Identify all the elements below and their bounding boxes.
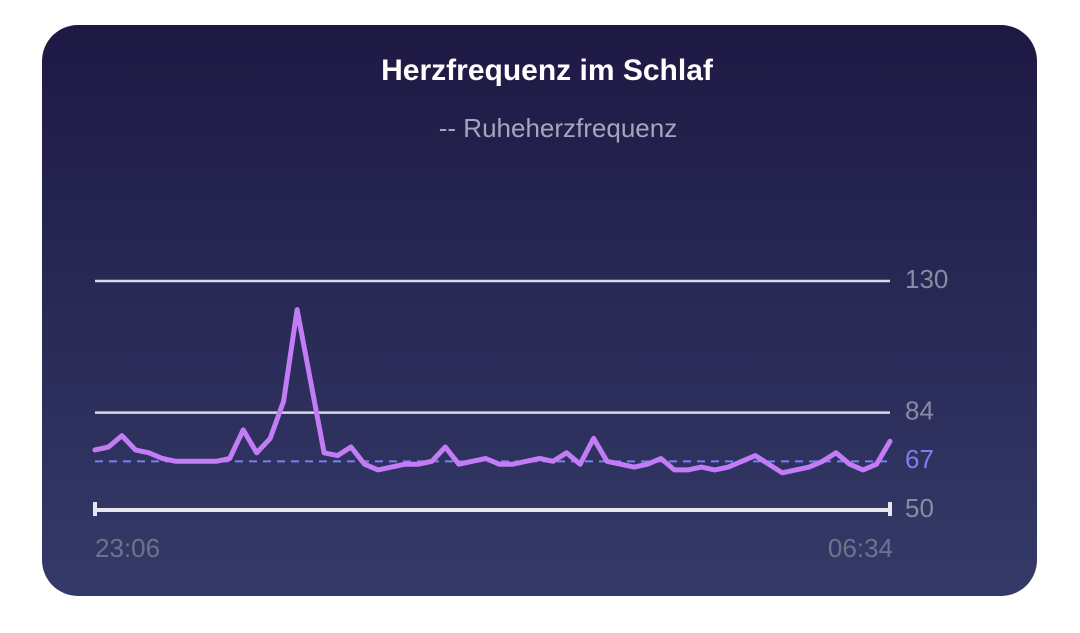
chart-title: Herzfrequenz im Schlaf <box>381 54 714 87</box>
chart-subtitle: -- Ruheherzfrequenz <box>439 113 677 143</box>
card <box>42 25 1037 596</box>
resting-label: 67 <box>905 444 934 474</box>
y-tick-label: 84 <box>905 396 934 426</box>
x-tick-label: 23:06 <box>95 533 160 563</box>
y-tick-label: 50 <box>905 493 934 523</box>
x-tick-label: 06:34 <box>828 533 893 563</box>
heart-rate-line <box>92 307 893 476</box>
y-tick-label: 130 <box>905 264 948 294</box>
